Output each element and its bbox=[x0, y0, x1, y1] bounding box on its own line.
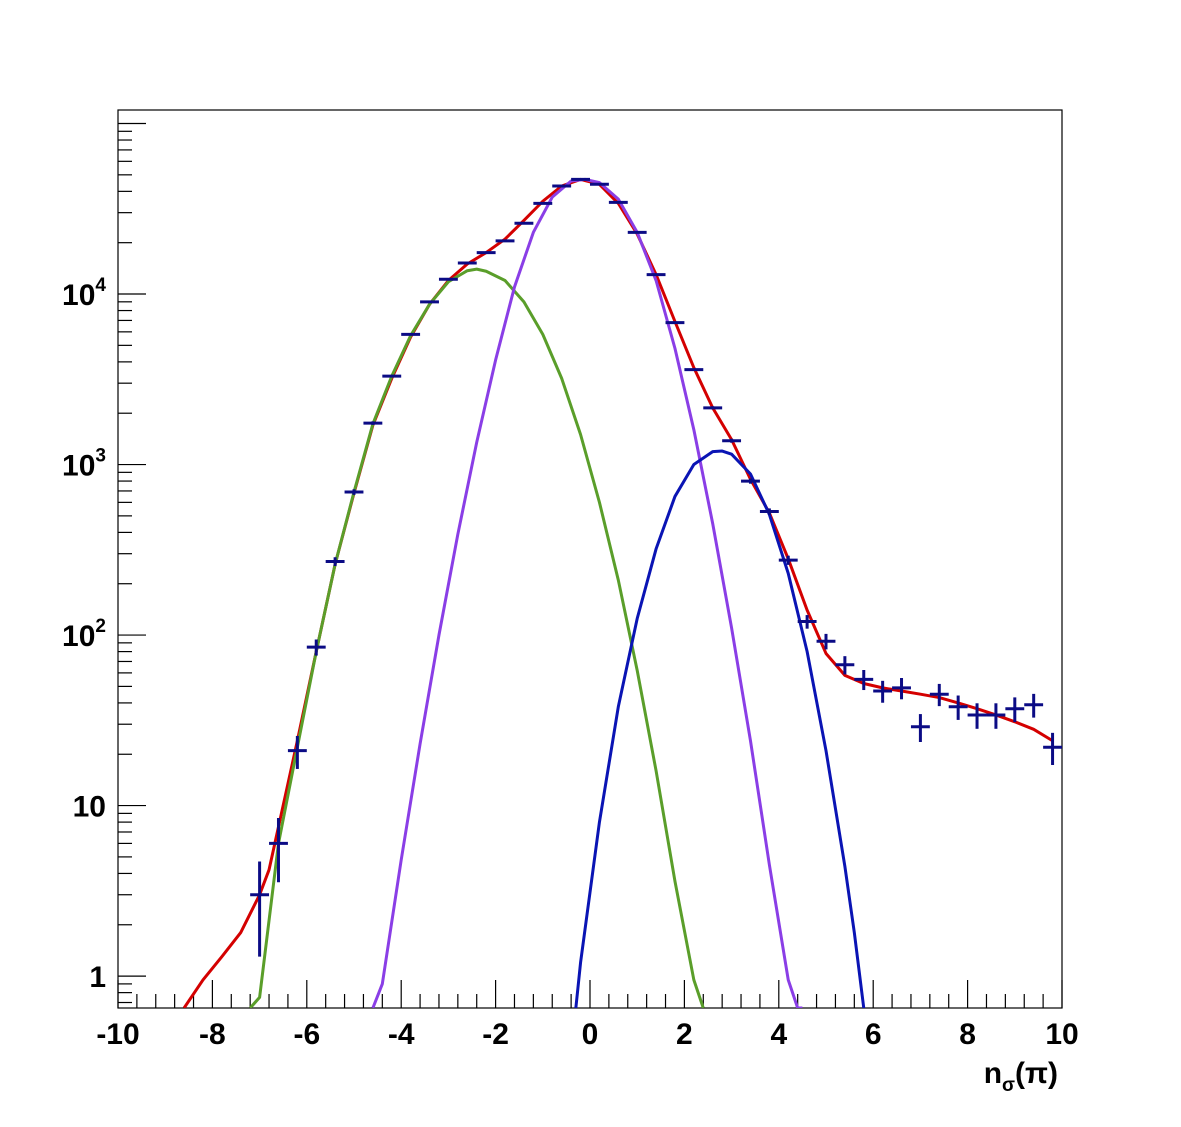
data-point bbox=[571, 177, 590, 181]
data-point bbox=[759, 508, 779, 515]
data-point bbox=[835, 656, 855, 675]
data-point bbox=[533, 201, 553, 205]
data-point bbox=[948, 695, 968, 720]
x-tick-label: 4 bbox=[770, 1018, 787, 1051]
data-point bbox=[910, 714, 930, 742]
data-point bbox=[967, 703, 987, 729]
data-point bbox=[363, 421, 383, 425]
data-point bbox=[401, 332, 421, 336]
fit-curve-3 bbox=[371, 177, 803, 1008]
data-point bbox=[476, 251, 496, 255]
data-point bbox=[741, 478, 760, 484]
data-point bbox=[646, 273, 666, 277]
x-tick-label: -2 bbox=[482, 1018, 509, 1051]
data-point bbox=[1024, 693, 1044, 718]
data-point bbox=[344, 489, 364, 495]
data-point bbox=[250, 861, 270, 957]
fit-curve-2 bbox=[249, 267, 705, 1008]
x-axis-title-sub: σ bbox=[1002, 1075, 1015, 1096]
x-axis-title-rest: (π) bbox=[1015, 1057, 1058, 1090]
y-tick-label: 102 bbox=[62, 616, 106, 653]
points-layer bbox=[250, 177, 1062, 957]
x-tick-label: 6 bbox=[865, 1018, 882, 1051]
data-point bbox=[1005, 697, 1025, 723]
y-tick-label: 10 bbox=[73, 791, 106, 824]
data-point bbox=[457, 261, 477, 265]
data-point bbox=[778, 555, 798, 565]
fit-curve-1 bbox=[182, 177, 1054, 1008]
x-axis-title-base: n bbox=[984, 1057, 1002, 1090]
fit-curve-4 bbox=[574, 449, 866, 1008]
data-point bbox=[306, 639, 326, 656]
data-point bbox=[797, 615, 817, 629]
data-point bbox=[420, 300, 439, 304]
data-point bbox=[552, 184, 572, 188]
x-axis-title: nσ(π) bbox=[984, 1057, 1058, 1096]
data-point bbox=[438, 277, 458, 281]
data-point bbox=[325, 557, 345, 567]
x-tick-label: 8 bbox=[959, 1018, 976, 1051]
data-point bbox=[627, 230, 647, 234]
data-point bbox=[986, 703, 1006, 729]
y-tick-label: 103 bbox=[62, 446, 106, 483]
data-point bbox=[287, 735, 307, 769]
data-point bbox=[722, 438, 742, 443]
x-tick-label: -4 bbox=[388, 1018, 415, 1051]
data-point bbox=[495, 239, 515, 243]
data-point bbox=[684, 368, 704, 372]
ticks-layer bbox=[117, 122, 1063, 1008]
x-tick-label: 2 bbox=[676, 1018, 693, 1051]
x-tick-label: -6 bbox=[293, 1018, 320, 1051]
data-point bbox=[816, 633, 836, 650]
curves-layer bbox=[182, 177, 1054, 1008]
data-point bbox=[854, 669, 874, 691]
y-tick-label: 1 bbox=[89, 961, 106, 994]
x-tick-label: 0 bbox=[582, 1018, 599, 1051]
data-point bbox=[269, 818, 288, 883]
data-point bbox=[1043, 732, 1062, 765]
data-point bbox=[703, 406, 723, 410]
data-point bbox=[873, 680, 893, 703]
data-point bbox=[892, 677, 911, 700]
x-tick-label: -10 bbox=[96, 1018, 139, 1051]
data-point bbox=[590, 182, 609, 186]
y-tick-label: 104 bbox=[62, 275, 106, 312]
data-point bbox=[514, 221, 534, 225]
x-tick-label: -8 bbox=[199, 1018, 226, 1051]
data-point bbox=[665, 321, 685, 325]
labels-layer: -10 -8 -6 -4 -2 0 2 4 6 8 10 1 10 102 103 104 bbox=[62, 275, 1079, 1051]
data-point bbox=[608, 200, 628, 204]
data-point bbox=[382, 374, 402, 378]
x-tick-label: 10 bbox=[1045, 1018, 1078, 1051]
data-point bbox=[929, 683, 949, 707]
